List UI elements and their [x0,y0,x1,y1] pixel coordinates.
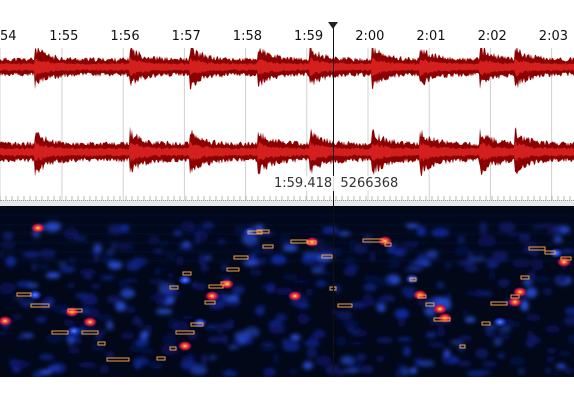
note-box [226,267,240,272]
note-box [409,277,417,282]
note-box [233,255,249,260]
timeline-label: 2:00 [355,29,385,44]
note-box [417,294,427,299]
spectral-peak [288,291,302,301]
timeline-label: 1:58 [232,29,262,44]
spectral-peak [557,257,571,267]
note-box [384,242,392,247]
spectral-peak [83,317,97,327]
time-ruler[interactable]: 54 1:55 1:56 1:57 1:58 1:59 2:00 2:01 2:02 2:03 [0,0,574,48]
playhead-cursor[interactable] [333,22,334,377]
note-box [490,301,508,306]
pane-divider[interactable] [0,200,574,206]
spectral-peak [433,304,447,314]
note-box [106,357,130,362]
timeline-label: 2:02 [477,29,507,44]
spectral-peak [243,227,257,237]
note-box [16,292,32,297]
note-box [169,285,179,290]
note-box [520,275,530,280]
note-box [208,284,224,289]
waveform-channel-left-rms [0,57,574,77]
note-box [204,300,216,305]
spectral-peak [31,223,45,233]
spectral-peak [493,317,507,327]
spectral-peak [0,316,12,326]
note-box [190,322,204,327]
note-box [307,240,317,245]
waveform-view[interactable] [0,0,574,200]
note-box [220,281,230,286]
note-box [290,239,308,244]
cursor-readout: 1:59.418 5266368 [272,176,401,191]
note-box [425,302,435,307]
spectral-peak [205,291,219,301]
spectral-peak [28,290,42,300]
note-box [481,321,491,326]
note-box [169,346,177,351]
spectral-peak [178,341,192,351]
note-box [97,341,106,346]
note-box [528,246,546,251]
cursor-time: 1:59.418 [274,176,333,191]
timeline-label: 2:03 [538,29,568,44]
playhead-marker-icon[interactable] [328,22,338,29]
spectral-peak [405,274,419,284]
note-box [321,254,333,259]
timeline-label: 1:59 [294,29,324,44]
note-box [560,256,572,261]
timeline-label: 1:55 [49,29,79,44]
note-box [156,356,166,361]
note-box [337,303,353,308]
bottom-margin [0,377,574,400]
note-box [262,244,274,249]
timeline-label: 1:57 [171,29,201,44]
note-box [459,344,466,349]
spectrogram-view[interactable] [0,205,574,377]
note-box [256,229,270,234]
note-annotations [16,229,572,362]
note-box [544,250,556,255]
spectral-peak [67,326,81,336]
timeline-label: 1:56 [110,29,140,44]
timeline-label: 54 [0,29,17,44]
waveform-channel-right-rms [0,140,574,163]
note-box [175,330,195,335]
note-box [51,330,69,335]
note-box [182,271,192,276]
note-box [30,303,50,308]
timeline-label: 2:01 [416,29,446,44]
note-box [433,317,451,322]
note-box [510,294,520,299]
note-box [362,238,384,243]
spectral-peak [178,275,192,285]
note-box [81,330,99,335]
spectral-peak [508,297,522,307]
note-box [67,308,83,313]
cursor-sample: 5266368 [340,176,399,191]
